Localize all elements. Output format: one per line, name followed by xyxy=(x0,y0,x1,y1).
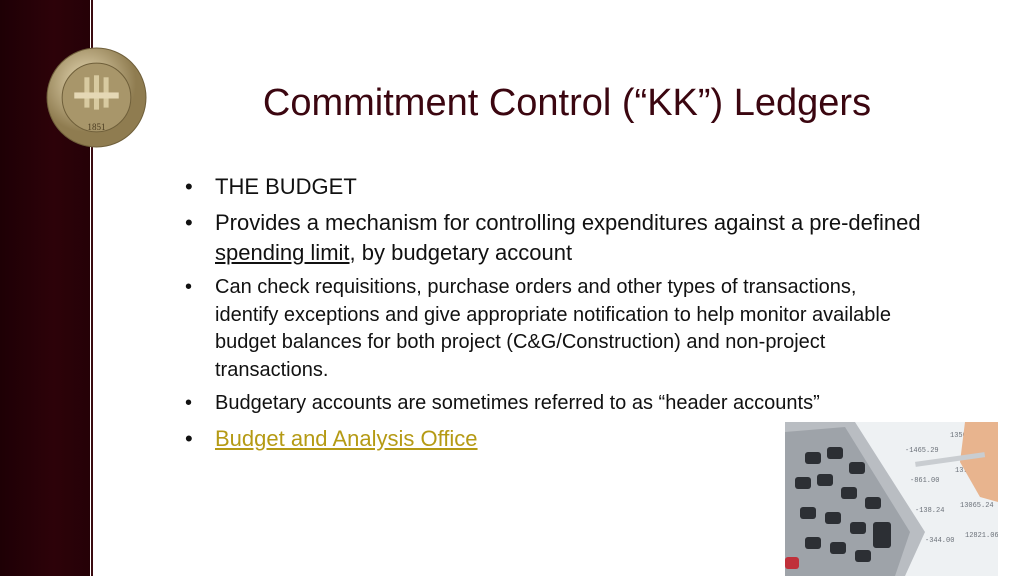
bullet-list: THE BUDGET Provides a mechanism for cont… xyxy=(185,172,945,460)
university-seal-logo: 1851 xyxy=(46,47,147,148)
text: Provides a mechanism for controlling exp… xyxy=(215,210,921,235)
svg-text:1851: 1851 xyxy=(87,122,105,132)
text: , by budgetary account xyxy=(349,240,573,265)
divider xyxy=(91,0,93,576)
calculator-photo: -1465.29-861.00-138.24-344.00 13503.9213… xyxy=(785,422,998,576)
list-item: Can check requisitions, purchase orders … xyxy=(185,274,915,384)
spending-limit-text: spending limit xyxy=(215,240,350,265)
list-item: THE BUDGET xyxy=(185,172,945,202)
svg-text:13065.24: 13065.24 xyxy=(960,502,994,510)
list-item: Budget and Analysis Office xyxy=(185,424,945,454)
svg-text:-861.00: -861.00 xyxy=(910,477,939,485)
slide-title: Commitment Control (“KK”) Ledgers xyxy=(262,82,872,124)
list-item: Provides a mechanism for controlling exp… xyxy=(185,208,945,268)
svg-text:12821.06: 12821.06 xyxy=(965,532,998,540)
list-item: Budgetary accounts are sometimes referre… xyxy=(185,390,945,418)
svg-text:-344.00: -344.00 xyxy=(925,537,954,545)
svg-text:-1465.29: -1465.29 xyxy=(905,447,939,455)
budget-office-link[interactable]: Budget and Analysis Office xyxy=(215,425,478,451)
svg-text:-138.24: -138.24 xyxy=(915,507,944,515)
